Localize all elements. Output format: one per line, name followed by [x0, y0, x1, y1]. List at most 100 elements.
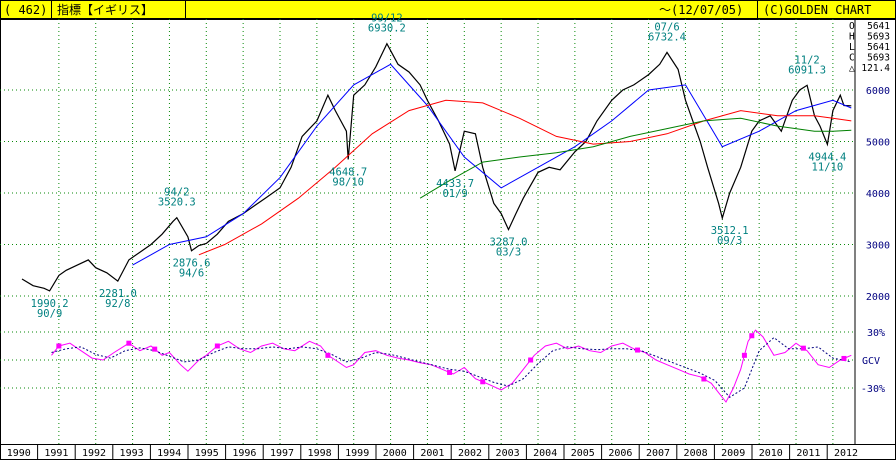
moving-average-line	[419, 117, 852, 199]
y-tick-label: 2000	[866, 292, 890, 303]
indicator-label: GCV	[862, 356, 880, 367]
indicator-tick-label: -30%	[861, 384, 885, 395]
price-annotation: 2281.0	[99, 288, 137, 300]
price-annotation: 3520.3	[158, 197, 196, 209]
price-annotation: 1990.2	[31, 298, 69, 310]
x-tick-label: 2000	[383, 448, 407, 459]
index-code: ( 462)	[4, 3, 48, 17]
y-tick-label: 4000	[866, 189, 890, 200]
price-annotation: 99/12	[371, 13, 403, 25]
x-tick-label: 1996	[232, 448, 256, 459]
x-tick-label: 2004	[533, 448, 557, 459]
price-annotation: 94/2	[164, 187, 189, 199]
x-tick-label: 2007	[646, 448, 670, 459]
gcv-marker	[152, 346, 158, 352]
price-annotation: 4944.4	[808, 151, 846, 163]
gcv-marker	[325, 352, 331, 358]
vertical-gridlines	[58, 19, 834, 444]
ohlc-value: 5641	[867, 21, 890, 32]
x-tick-label: 2010	[759, 448, 783, 459]
indicator-layer	[51, 329, 852, 403]
ohlc-label: L	[849, 42, 855, 53]
x-tick-label: 1999	[345, 448, 369, 459]
ohlc-label: △	[849, 63, 855, 74]
gcv-marker	[841, 355, 847, 361]
gcv-marker	[214, 343, 220, 349]
gcv-marker	[56, 343, 62, 349]
x-tick-label: 1992	[82, 448, 106, 459]
x-tick-label: 2001	[420, 448, 444, 459]
gcv-line	[51, 329, 852, 403]
ohlc-box: O 5641 H 5693 L 5641 C 5693 △ 121.4	[849, 21, 890, 74]
x-tick-label: 2011	[796, 448, 820, 459]
price-annotation: 6732.4	[648, 31, 686, 43]
ohlc-value: 5693	[867, 32, 890, 43]
gcv-marker	[480, 379, 486, 385]
price-annotation: 3287.0	[490, 237, 528, 249]
x-tick-label: 1994	[157, 448, 181, 459]
x-tick-label: 2006	[608, 448, 632, 459]
price-annotation: 90/9	[37, 308, 62, 320]
y-tick-labels: 2000 3000 4000 5000 6000 30% -30% GCV	[861, 86, 890, 395]
price-annotation: 07/6	[654, 21, 679, 33]
title-separator	[757, 1, 758, 19]
gcv-marker	[528, 357, 534, 363]
price-annotation: 4433.7	[436, 178, 474, 190]
price-annotation: 01/9	[442, 188, 467, 200]
y-tick-label: 3000	[866, 241, 890, 252]
price-annotation: 94/6	[179, 268, 204, 280]
price-annotation: 11/10	[812, 161, 844, 173]
gcv-marker	[126, 340, 132, 346]
price-annotation: 09/3	[717, 235, 742, 247]
gcv-marker	[701, 376, 707, 382]
chart-date: ～(12/07/05)	[659, 3, 744, 17]
price-annotation: 6091.3	[788, 64, 826, 76]
title-separator	[51, 1, 52, 19]
price-line	[21, 42, 852, 292]
x-tick-label: 1995	[195, 448, 219, 459]
x-tick-labels: 1990 1991 1992 1993 1994 1995 1996 1997 1998 1999…	[7, 444, 858, 460]
ohlc-label: O	[849, 21, 855, 32]
x-tick-label: 2002	[458, 448, 482, 459]
price-annotation: 11/2	[794, 54, 819, 66]
gcv-marker	[749, 333, 755, 339]
price-annotation: 2876.6	[173, 258, 211, 270]
indicator-tick-label: 30%	[867, 328, 885, 339]
ohlc-value: 121.4	[861, 63, 890, 74]
x-tick-label: 1990	[7, 448, 31, 459]
x-tick-label: 1993	[120, 448, 144, 459]
x-tick-label: 2003	[496, 448, 520, 459]
price-annotation: 4648.7	[329, 167, 367, 179]
ohlc-label: C	[849, 53, 855, 64]
gcv-marker	[800, 345, 806, 351]
ohlc-value: 5693	[867, 53, 890, 64]
title-bar: ( 462) 指標【イギリス】 ～(12/07/05) (C)GOLDEN CH…	[0, 0, 896, 20]
x-tick-label: 2005	[571, 448, 595, 459]
y-tick-label: 6000	[866, 86, 890, 97]
index-name: 指標【イギリス】	[57, 3, 154, 17]
ohlc-label: H	[849, 32, 855, 43]
x-tick-label: 1997	[270, 448, 294, 459]
price-annotation: 92/8	[105, 298, 130, 310]
price-annotation: 03/3	[496, 247, 521, 259]
horizontal-gridlines	[0, 89, 855, 389]
x-tick-label: 2012	[834, 448, 858, 459]
gcv-marker	[447, 369, 453, 375]
price-annotation: 6930.2	[368, 23, 406, 35]
gcv-marker	[635, 347, 641, 353]
moving-average-line	[198, 99, 852, 256]
copyright-label: (C)GOLDEN CHART	[763, 3, 872, 17]
ohlc-value: 5641	[867, 42, 890, 53]
price-series-layer	[21, 42, 852, 292]
gcv-marker	[741, 352, 747, 358]
plot-border	[0, 18, 896, 460]
x-tick-label: 2008	[684, 448, 708, 459]
title-separator	[185, 1, 186, 19]
y-tick-label: 5000	[866, 138, 890, 149]
x-tick-label: 1991	[44, 448, 68, 459]
x-tick-label: 1998	[308, 448, 332, 459]
price-annotation: 98/10	[332, 177, 364, 189]
